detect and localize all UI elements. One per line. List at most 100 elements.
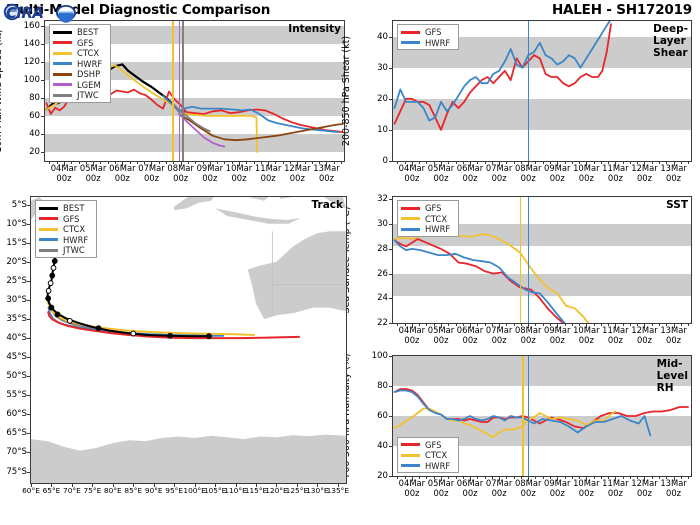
track-x-tick-label: 125°E xyxy=(285,486,309,495)
x-tick-label: 06Mar 00z xyxy=(450,325,490,345)
legend-entry-best: BEST xyxy=(39,203,92,214)
x-tick-label: 08Mar 00z xyxy=(161,163,201,183)
x-minor-tick xyxy=(144,162,146,164)
x-minor-tick xyxy=(136,162,138,164)
y-tick-label: 20 xyxy=(29,146,40,157)
x-minor-tick xyxy=(629,477,631,479)
x-tick-hour: 00z xyxy=(491,334,507,345)
reference-vline xyxy=(528,356,530,476)
storm-id-title: HALEH - SH172019 xyxy=(551,2,692,18)
track-y-tick-mark xyxy=(27,261,30,263)
x-tick-label: 09Mar 00z xyxy=(190,163,230,183)
sst-panel-title: SST xyxy=(666,199,688,211)
x-tick-date: 05Mar xyxy=(427,325,455,335)
series-line-hwrf xyxy=(162,95,340,133)
y-tick-mark xyxy=(389,476,392,477)
x-tick-mark xyxy=(499,477,501,481)
legend-label: CTCX xyxy=(425,450,448,461)
track-x-tick-label: 80°E xyxy=(103,486,122,495)
new-guinea-landmass xyxy=(324,197,346,209)
x-minor-tick xyxy=(484,477,486,479)
x-tick-hour: 00z xyxy=(636,172,652,183)
x-minor-tick xyxy=(419,324,421,326)
x-tick-date: 13Mar xyxy=(313,163,340,173)
legend-entry-hwrf: HWRF xyxy=(401,461,454,472)
track-x-tick-label: 110°E xyxy=(224,486,247,495)
x-tick-date: 13Mar xyxy=(660,163,687,173)
x-minor-tick xyxy=(506,324,508,326)
track-y-tick-label: 45°S xyxy=(6,352,27,363)
x-minor-tick xyxy=(78,162,80,164)
y-tick-label: 120 xyxy=(23,56,40,67)
x-minor-tick xyxy=(462,162,464,164)
x-minor-tick xyxy=(608,477,610,479)
x-minor-tick xyxy=(571,477,573,479)
x-tick-label: 11Mar 00z xyxy=(595,478,635,498)
shear-panel-title: Deep-Layer Shear xyxy=(653,23,688,59)
x-minor-tick xyxy=(622,324,624,326)
legend-swatch xyxy=(401,453,420,457)
y-tick-label: 40 xyxy=(377,31,388,42)
x-minor-tick xyxy=(542,324,544,326)
x-tick-hour: 00z xyxy=(666,334,682,345)
y-tick-label: 80 xyxy=(377,381,388,391)
x-tick-mark xyxy=(586,324,588,328)
x-tick-label: 04Mar 00z xyxy=(392,163,432,183)
x-tick-mark xyxy=(586,162,588,166)
x-tick-mark xyxy=(615,477,617,481)
x-minor-tick xyxy=(433,162,435,164)
y-tick-mark xyxy=(389,248,392,250)
x-tick-date: 05Mar xyxy=(427,478,455,488)
x-minor-tick xyxy=(246,162,248,164)
series-line-gfs xyxy=(393,238,565,323)
x-tick-hour: 00z xyxy=(520,334,536,345)
x-tick-label: 08Mar 00z xyxy=(508,478,548,498)
x-minor-tick xyxy=(426,324,428,326)
x-tick-date: 11Mar xyxy=(254,163,282,173)
legend-label: GFS xyxy=(63,213,80,224)
track-y-tick-label: 15°S xyxy=(6,237,27,248)
x-tick-mark xyxy=(470,477,472,481)
x-tick-mark xyxy=(673,477,675,481)
x-minor-tick xyxy=(608,324,610,326)
x-tick-label: 13Mar 00z xyxy=(654,325,694,345)
y-tick-mark xyxy=(41,133,44,135)
x-minor-tick xyxy=(513,477,515,479)
track-y-tick-label: 65°S xyxy=(6,428,27,439)
x-tick-mark xyxy=(499,324,501,328)
x-tick-mark xyxy=(586,477,588,481)
x-tick-date: 12Mar xyxy=(631,163,658,173)
legend-entry-jtwc: JTWC xyxy=(53,90,106,101)
x-tick-mark xyxy=(411,162,413,166)
x-tick-label: 11Mar 00z xyxy=(595,325,635,345)
legend-label: HWRF xyxy=(425,460,451,471)
legend-label: CTCX xyxy=(63,224,86,235)
x-tick-hour: 00z xyxy=(549,487,565,498)
x-minor-tick xyxy=(115,162,116,164)
x-tick-mark xyxy=(615,162,617,166)
x-minor-tick xyxy=(608,162,610,164)
legend-entry-lgem: LGEM xyxy=(53,80,106,91)
x-tick-mark xyxy=(644,477,646,481)
track-x-tick-label: 90°E xyxy=(144,486,163,495)
track-x-tick-mark xyxy=(337,484,339,487)
x-minor-tick xyxy=(629,324,631,326)
x-tick-hour: 00z xyxy=(260,172,276,183)
x-minor-tick xyxy=(593,477,595,479)
legend-swatch xyxy=(53,83,72,87)
x-minor-tick xyxy=(600,162,602,164)
legend-label: JTWC xyxy=(63,245,85,256)
state-border-lines xyxy=(271,231,346,316)
legend-label: JTWC xyxy=(77,90,99,101)
reference-vline xyxy=(172,21,174,161)
x-tick-hour: 00z xyxy=(143,172,159,183)
legend-swatch xyxy=(39,248,58,252)
x-tick-hour: 00z xyxy=(289,172,305,183)
track-x-tick-mark xyxy=(276,484,278,487)
x-minor-tick xyxy=(433,324,435,326)
x-minor-tick xyxy=(688,324,690,326)
x-tick-date: 12Mar xyxy=(631,325,658,335)
track-x-tick-mark xyxy=(92,484,94,487)
x-minor-tick xyxy=(506,162,508,164)
legend-swatch xyxy=(39,227,58,231)
